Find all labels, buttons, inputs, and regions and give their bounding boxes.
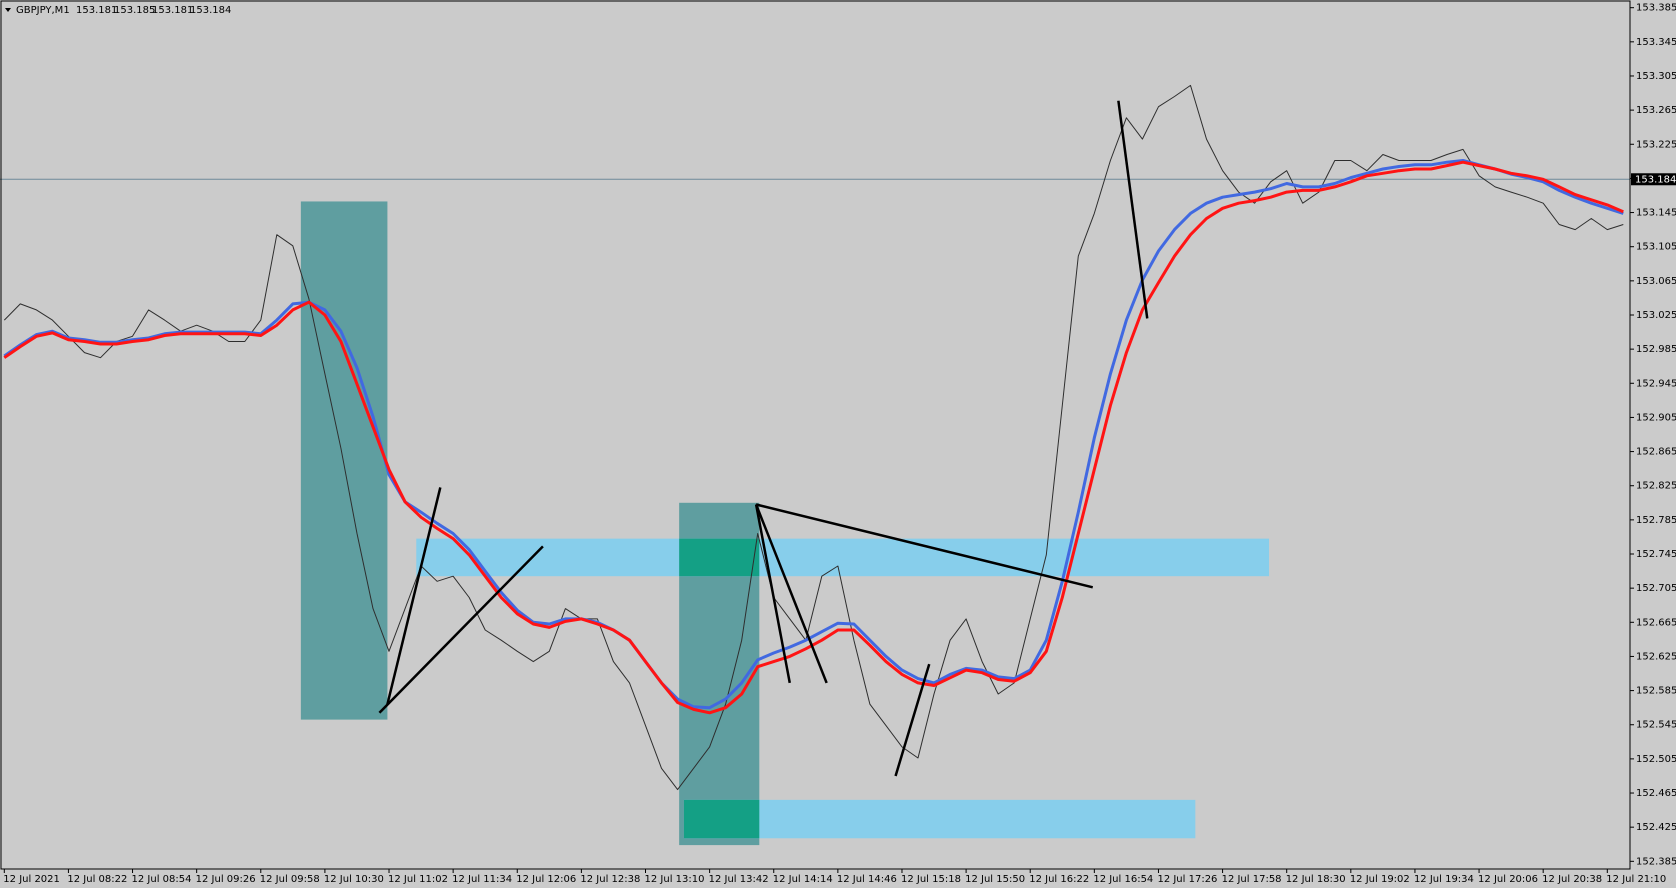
- y-tick-label: 152.585: [1636, 686, 1676, 697]
- x-tick-label: 12 Jul 13:10: [645, 874, 705, 885]
- series-line: [3, 84, 1624, 791]
- y-tick-label: 152.945: [1636, 378, 1676, 389]
- x-tick-label: 12 Jul 17:26: [1157, 874, 1217, 885]
- x-tick-label: 12 Jul 14:46: [837, 874, 897, 885]
- y-tick-label: 152.985: [1636, 344, 1676, 355]
- y-tick-label: 153.145: [1636, 208, 1676, 219]
- x-tick-label: 12 Jul 08:54: [132, 874, 192, 885]
- x-tick-label: 12 Jul 15:18: [901, 874, 961, 885]
- zone-overlap: [679, 538, 760, 577]
- close-price: 153.184: [190, 5, 231, 16]
- symbol: GBPJPY,M1: [16, 5, 70, 16]
- x-tick-label: 12 Jul 19:34: [1414, 874, 1474, 885]
- x-tick-label: 12 Jul 17:58: [1222, 874, 1282, 885]
- x-tick-label: 12 Jul 2021: [3, 874, 60, 885]
- y-tick-label: 153.345: [1636, 37, 1676, 48]
- x-tick-label: 12 Jul 12:06: [516, 874, 576, 885]
- y-tick-label: 152.905: [1636, 412, 1676, 423]
- y-tick-label: 152.785: [1636, 515, 1676, 526]
- y-tick-label: 153.105: [1636, 242, 1676, 253]
- zone-overlap: [683, 799, 760, 839]
- trend-line: [754, 504, 791, 684]
- x-tick-label: 12 Jul 14:14: [773, 874, 833, 885]
- y-tick-label: 152.425: [1636, 822, 1676, 833]
- current-price-label: 153.184: [1635, 174, 1676, 185]
- series-line: [3, 160, 1624, 715]
- plot-area: [0, 84, 1630, 846]
- x-tick-label: 12 Jul 08:22: [67, 874, 127, 885]
- y-tick-label: 152.545: [1636, 720, 1676, 731]
- zone: [683, 799, 1196, 839]
- trend-line: [378, 545, 544, 714]
- y-tick-label: 153.065: [1636, 276, 1676, 287]
- y-tick-label: 152.385: [1636, 856, 1676, 867]
- y-tick-label: 152.865: [1636, 447, 1676, 458]
- x-tick-label: 12 Jul 10:30: [324, 874, 384, 885]
- trend-line: [386, 487, 442, 705]
- y-tick-label: 152.825: [1636, 481, 1676, 492]
- x-tick-label: 12 Jul 15:50: [965, 874, 1025, 885]
- y-tick-label: 153.385: [1636, 3, 1676, 14]
- y-tick-label: 152.505: [1636, 754, 1676, 765]
- high-price: 153.185: [114, 5, 155, 16]
- x-tick-label: 12 Jul 09:58: [260, 874, 320, 885]
- trend-line: [755, 503, 1094, 589]
- trend-line: [754, 504, 828, 684]
- x-tick-label: 12 Jul 13:42: [709, 874, 769, 885]
- y-tick-label: 153.305: [1636, 71, 1676, 82]
- x-tick-label: 12 Jul 20:38: [1542, 874, 1602, 885]
- y-tick-label: 152.665: [1636, 617, 1676, 628]
- low-price: 153.181: [152, 5, 193, 16]
- y-tick-label: 153.225: [1636, 139, 1676, 150]
- series-line: [3, 159, 1624, 710]
- x-tick-label: 12 Jul 12:38: [580, 874, 640, 885]
- zone: [416, 538, 1270, 577]
- y-tick-label: 152.625: [1636, 651, 1676, 662]
- y-tick-label: 152.705: [1636, 583, 1676, 594]
- x-tick-label: 12 Jul 09:26: [196, 874, 256, 885]
- open-price: 153.181: [76, 5, 117, 16]
- y-tick-label: 153.025: [1636, 310, 1676, 321]
- x-tick-label: 12 Jul 21:10: [1606, 874, 1666, 885]
- current-price-box: [1631, 173, 1676, 186]
- x-tick-label: 12 Jul 11:34: [452, 874, 512, 885]
- y-tick-label: 152.745: [1636, 549, 1676, 560]
- x-tick-label: 12 Jul 20:06: [1478, 874, 1538, 885]
- y-tick-label: 153.265: [1636, 105, 1676, 116]
- x-tick-label: 12 Jul 16:22: [1029, 874, 1089, 885]
- y-tick-label: 152.465: [1636, 788, 1676, 799]
- x-tick-label: 12 Jul 19:02: [1350, 874, 1410, 885]
- x-tick-label: 12 Jul 16:54: [1093, 874, 1153, 885]
- menu-arrow: [5, 8, 11, 12]
- zone: [300, 201, 388, 720]
- x-tick-label: 12 Jul 11:02: [388, 874, 448, 885]
- x-tick-label: 12 Jul 18:30: [1286, 874, 1346, 885]
- trend-line: [894, 663, 931, 777]
- plot-border: [0, 0, 1631, 870]
- trend-line: [1117, 100, 1149, 319]
